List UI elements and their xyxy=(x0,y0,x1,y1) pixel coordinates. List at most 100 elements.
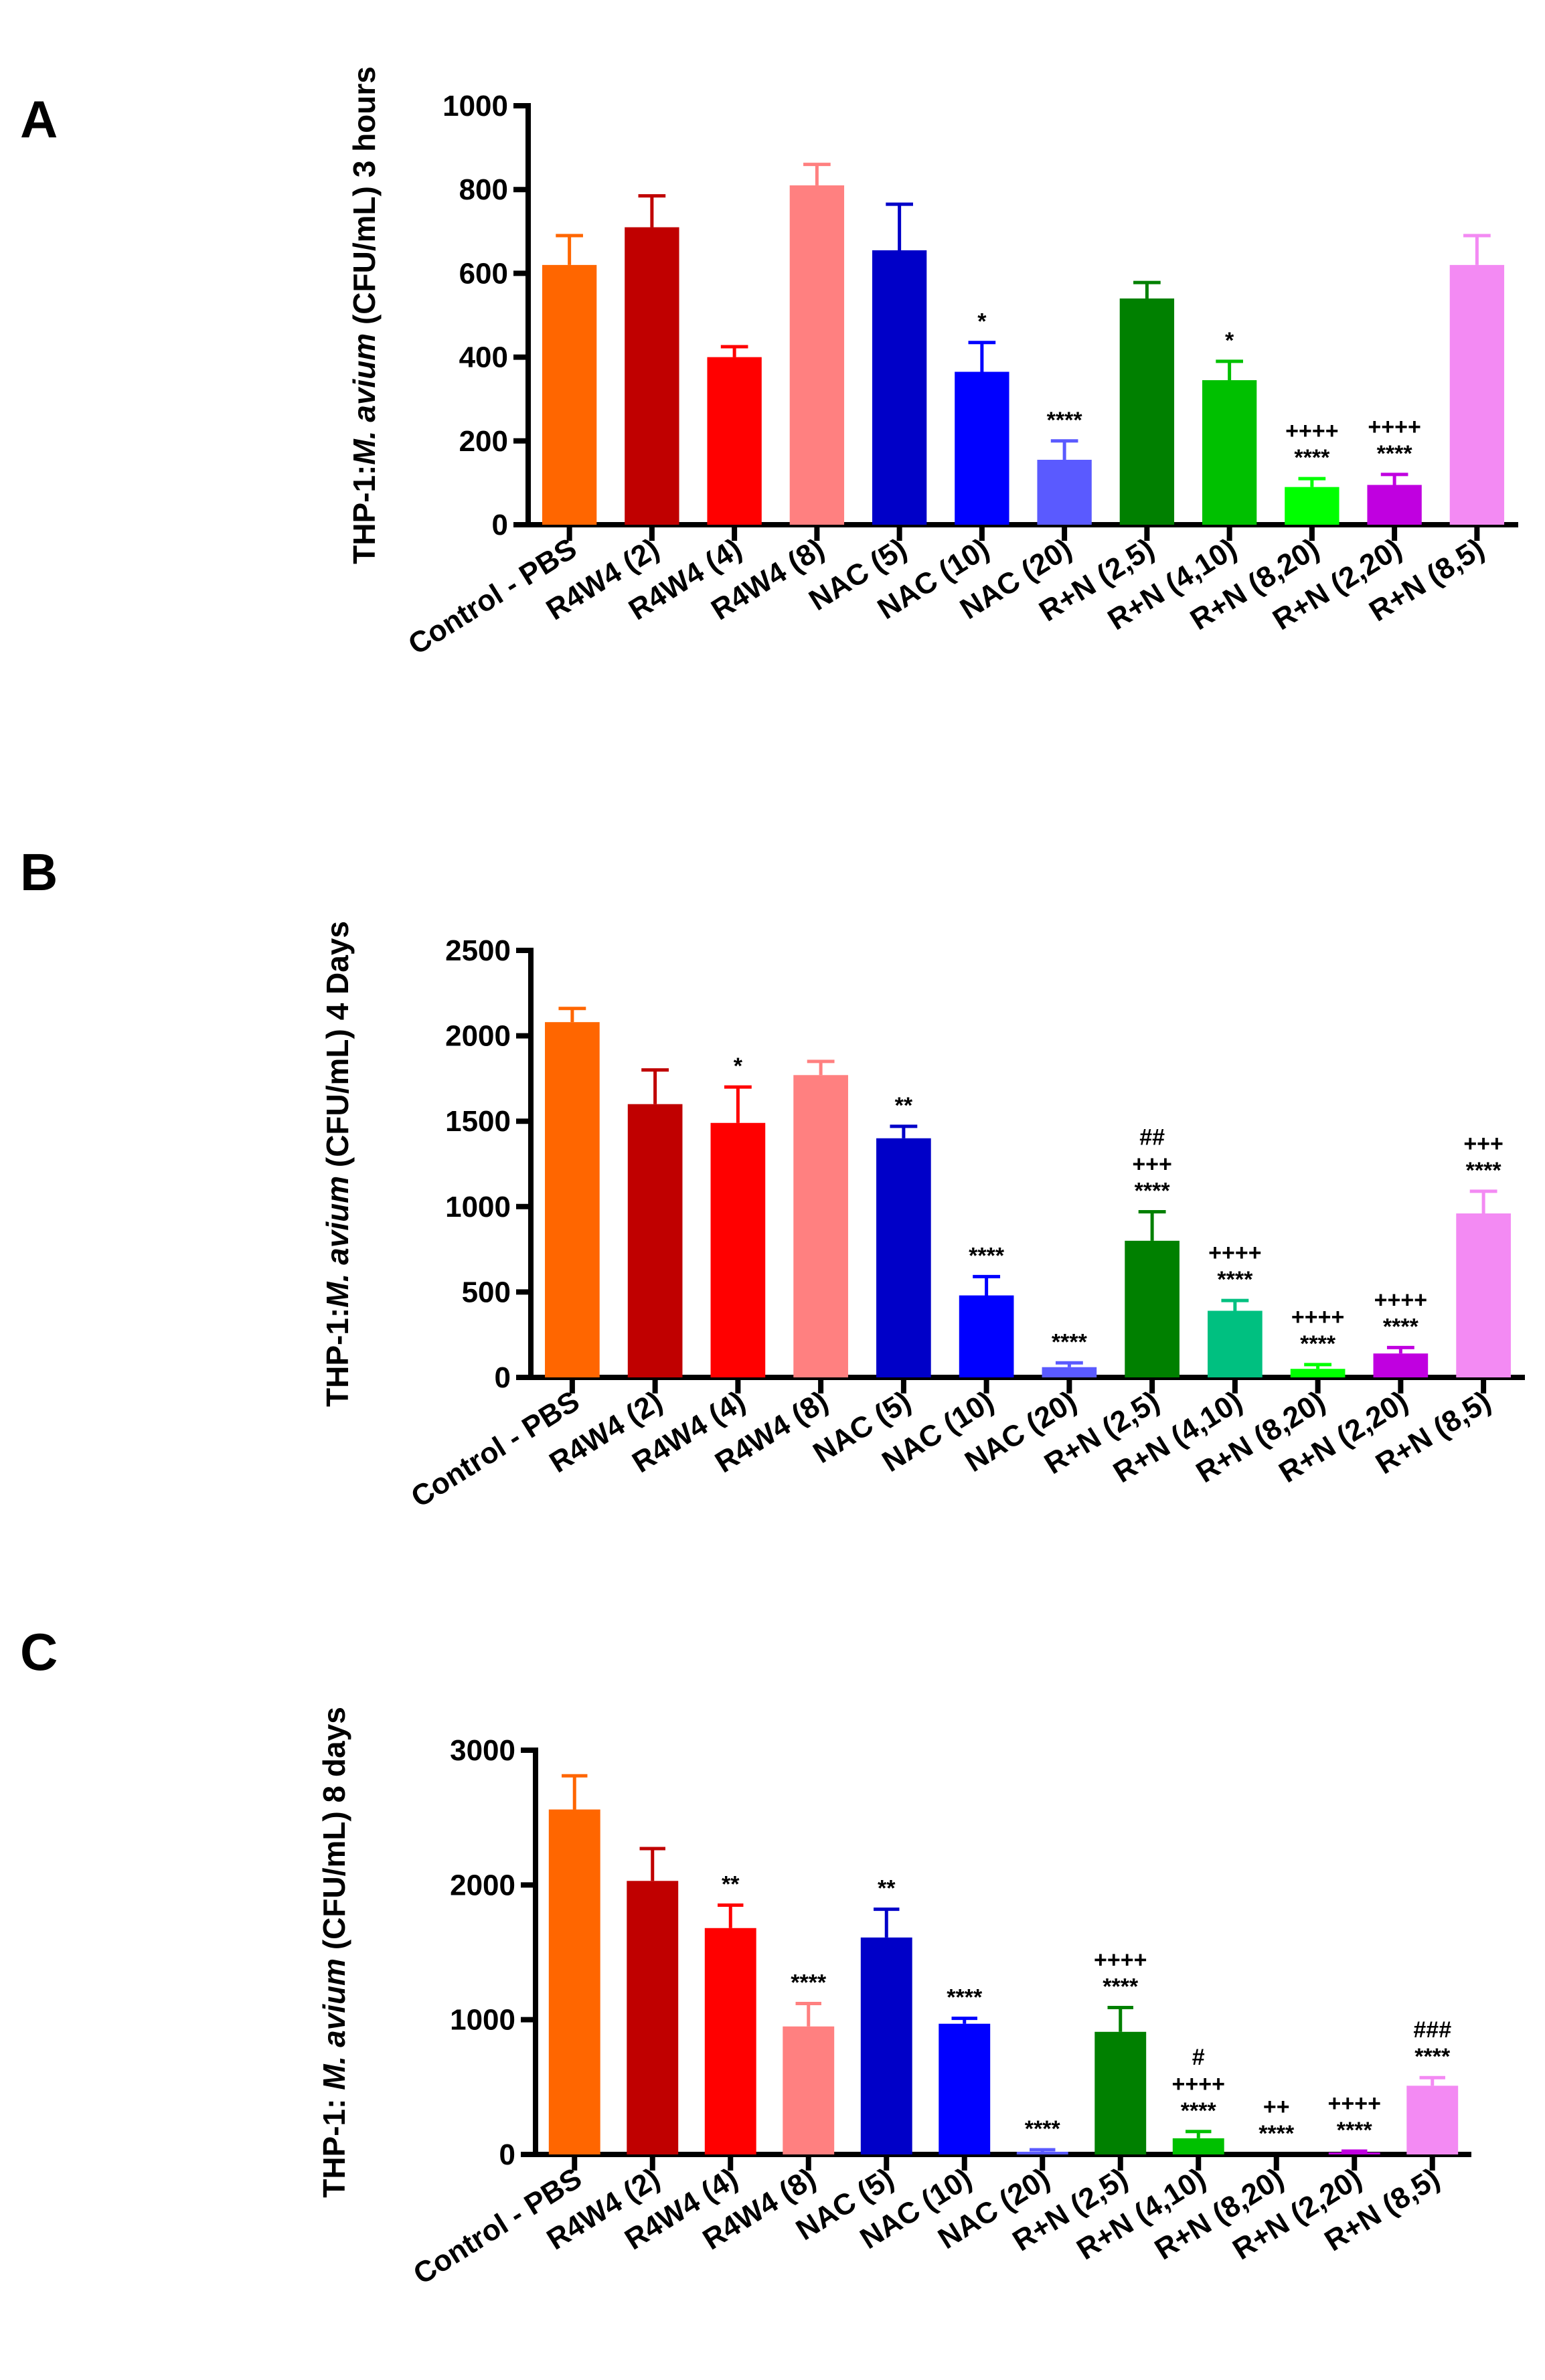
significance-annotation: ++++ xyxy=(1172,2071,1225,2097)
significance-annotation: ## xyxy=(1139,1124,1165,1150)
bar xyxy=(872,250,927,525)
bar xyxy=(793,1075,848,1377)
bar xyxy=(939,2023,991,2154)
significance-annotation: **** xyxy=(1052,1329,1088,1355)
y-tick-label: 3000 xyxy=(450,1734,515,1767)
bar xyxy=(1208,1310,1263,1377)
y-tick-label: 200 xyxy=(459,425,508,458)
significance-annotation: ** xyxy=(722,1872,740,1897)
panel-A: A 0 200 400 600 800 1000 THP-1:M. avium (CFU/mL… xyxy=(20,66,1518,661)
significance-annotation: * xyxy=(977,309,987,335)
significance-annotation: ++++ xyxy=(1285,418,1338,444)
significance-annotation: ### xyxy=(1413,2017,1451,2043)
bar xyxy=(1202,380,1257,525)
significance-annotation: ++++ xyxy=(1094,1948,1147,1973)
y-label-suffix: (CFU/mL) 4 Days xyxy=(320,921,355,1176)
y-label-italic: M. avium xyxy=(320,1176,355,1308)
y-tick-label: 2000 xyxy=(450,1869,515,1901)
significance-annotation: **** xyxy=(1025,2116,1061,2142)
y-label-suffix: (CFU/mL) 8 days xyxy=(317,1707,351,1958)
bar xyxy=(627,1104,683,1377)
y-label-italic: M. avium xyxy=(317,1958,351,2090)
significance-annotation: **** xyxy=(1181,2098,1217,2124)
bar xyxy=(548,1809,600,2154)
significance-annotation: **** xyxy=(1377,441,1413,466)
significance-annotation: **** xyxy=(947,1985,983,2011)
bar xyxy=(1456,1213,1511,1377)
bar xyxy=(1449,264,1505,525)
y-tick-label: 600 xyxy=(459,257,508,290)
significance-annotation: # xyxy=(1192,2045,1205,2070)
significance-annotation: **** xyxy=(1258,2121,1295,2146)
y-tick-label: 2000 xyxy=(445,1020,511,1053)
significance-annotation: **** xyxy=(1466,1158,1502,1183)
significance-annotation: **** xyxy=(1294,445,1330,471)
bar xyxy=(876,1138,931,1377)
y-tick-label: 0 xyxy=(492,509,508,541)
bar xyxy=(1119,298,1175,525)
bar xyxy=(1290,1369,1346,1377)
y-tick-label: 1500 xyxy=(445,1105,511,1138)
bar xyxy=(710,1122,766,1377)
bar xyxy=(1016,2151,1068,2154)
bar xyxy=(704,1928,756,2154)
significance-annotation: ** xyxy=(895,1093,913,1118)
y-tick-label: 0 xyxy=(499,2138,515,2171)
panel-label: C xyxy=(20,1622,58,1681)
y-axis-label: THP-1:M. avium (CFU/mL) 4 Days xyxy=(320,921,355,1407)
significance-annotation: ++++ xyxy=(1368,414,1420,440)
significance-annotation: ** xyxy=(878,1876,896,1901)
significance-annotation: **** xyxy=(1414,2044,1451,2069)
bar xyxy=(1373,1353,1429,1377)
y-label-prefix: THP-1: xyxy=(317,2090,351,2198)
significance-annotation: +++ xyxy=(1463,1131,1503,1157)
significance-annotation: **** xyxy=(1217,1267,1253,1292)
significance-annotation: **** xyxy=(791,1970,827,1996)
panel-C: C 0 1000 2000 3000 THP-1: M. avium (CFU/mL) 8… xyxy=(20,1622,1471,2291)
bar xyxy=(707,357,762,525)
y-label-italic: M. avium xyxy=(347,333,382,465)
y-label-prefix: THP-1: xyxy=(320,1308,355,1407)
y-label-prefix: THP-1: xyxy=(347,465,382,564)
significance-annotation: * xyxy=(734,1053,743,1079)
significance-annotation: **** xyxy=(969,1243,1005,1268)
y-axis-label: THP-1: M. avium (CFU/mL) 8 days xyxy=(317,1707,351,2198)
bar xyxy=(1094,2031,1147,2154)
bar xyxy=(1285,487,1339,525)
significance-annotation: ++++ xyxy=(1328,2091,1381,2116)
significance-annotation: **** xyxy=(1047,408,1083,433)
significance-annotation: **** xyxy=(1135,1178,1171,1203)
bar xyxy=(860,1937,912,2154)
bar xyxy=(959,1295,1014,1377)
y-tick-label: 0 xyxy=(495,1361,511,1394)
y-tick-label: 1000 xyxy=(450,2004,515,2037)
bar xyxy=(1406,2086,1459,2154)
bar xyxy=(955,371,1009,525)
significance-annotation: ++++ xyxy=(1291,1304,1344,1330)
bar xyxy=(789,185,845,525)
y-tick-label: 1000 xyxy=(445,1191,511,1223)
significance-annotation: * xyxy=(1225,328,1234,353)
bar xyxy=(1037,459,1092,525)
bar xyxy=(545,1022,600,1377)
bar xyxy=(625,227,679,525)
bar xyxy=(1367,485,1422,525)
significance-annotation: **** xyxy=(1337,2118,1373,2143)
bar xyxy=(542,264,597,525)
significance-annotation: ++++ xyxy=(1208,1240,1261,1266)
bar xyxy=(783,2026,835,2154)
significance-annotation: **** xyxy=(1300,1331,1336,1357)
bar xyxy=(1328,2152,1380,2154)
y-axis-label: THP-1:M. avium (CFU/mL) 3 hours xyxy=(347,66,382,564)
bar xyxy=(627,1881,679,2154)
significance-annotation: ++ xyxy=(1263,2094,1290,2120)
y-tick-label: 1000 xyxy=(442,90,508,122)
panel-B: B 0 500 1000 1500 2000 2500 THP-1:M. avium (CFU… xyxy=(20,843,1525,1514)
significance-annotation: **** xyxy=(1103,1974,1139,2000)
y-tick-label: 2500 xyxy=(445,934,511,967)
significance-annotation: +++ xyxy=(1132,1151,1172,1177)
bar xyxy=(1125,1240,1180,1377)
significance-annotation: ++++ xyxy=(1374,1287,1427,1312)
y-tick-label: 800 xyxy=(459,173,508,206)
